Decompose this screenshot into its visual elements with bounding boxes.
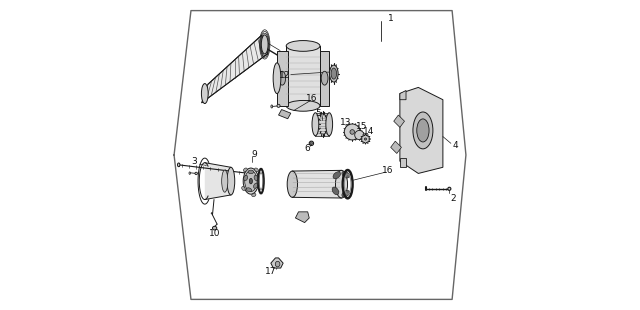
Ellipse shape bbox=[279, 71, 285, 85]
Polygon shape bbox=[400, 158, 406, 167]
Text: 2: 2 bbox=[451, 193, 456, 202]
Text: 6: 6 bbox=[305, 144, 310, 153]
Ellipse shape bbox=[250, 178, 252, 184]
Ellipse shape bbox=[277, 104, 280, 107]
Ellipse shape bbox=[177, 163, 180, 167]
Polygon shape bbox=[320, 51, 329, 106]
Ellipse shape bbox=[261, 35, 268, 54]
Text: 16: 16 bbox=[382, 166, 394, 175]
Ellipse shape bbox=[350, 130, 355, 134]
Ellipse shape bbox=[342, 190, 349, 197]
Ellipse shape bbox=[286, 41, 320, 51]
Ellipse shape bbox=[355, 131, 364, 140]
Ellipse shape bbox=[255, 168, 259, 172]
Ellipse shape bbox=[413, 112, 433, 149]
Ellipse shape bbox=[246, 188, 252, 192]
Text: 5: 5 bbox=[316, 109, 321, 118]
Ellipse shape bbox=[221, 170, 228, 192]
Text: 12: 12 bbox=[279, 71, 291, 80]
Polygon shape bbox=[277, 51, 288, 106]
Ellipse shape bbox=[227, 167, 235, 195]
Ellipse shape bbox=[243, 168, 247, 172]
Ellipse shape bbox=[331, 68, 337, 79]
Ellipse shape bbox=[364, 138, 367, 140]
Ellipse shape bbox=[244, 171, 257, 192]
Ellipse shape bbox=[253, 183, 258, 188]
Text: 10: 10 bbox=[209, 229, 221, 238]
Polygon shape bbox=[316, 113, 329, 136]
Polygon shape bbox=[360, 134, 371, 144]
Text: 13: 13 bbox=[340, 118, 351, 127]
Ellipse shape bbox=[344, 124, 360, 140]
Text: 15: 15 bbox=[356, 122, 367, 131]
Polygon shape bbox=[292, 170, 342, 198]
Ellipse shape bbox=[417, 119, 429, 142]
Ellipse shape bbox=[211, 213, 212, 214]
Ellipse shape bbox=[312, 113, 319, 136]
Ellipse shape bbox=[332, 187, 339, 195]
Ellipse shape bbox=[286, 100, 320, 111]
Polygon shape bbox=[278, 109, 291, 119]
Polygon shape bbox=[202, 35, 268, 103]
Ellipse shape bbox=[335, 170, 348, 198]
Ellipse shape bbox=[252, 193, 256, 197]
Text: 16: 16 bbox=[306, 94, 317, 103]
Ellipse shape bbox=[321, 71, 328, 85]
Ellipse shape bbox=[333, 172, 340, 179]
Polygon shape bbox=[286, 46, 320, 106]
Text: 3: 3 bbox=[192, 157, 198, 166]
Ellipse shape bbox=[448, 187, 451, 190]
Text: 1: 1 bbox=[388, 14, 394, 23]
Text: 17: 17 bbox=[264, 267, 276, 276]
Ellipse shape bbox=[254, 175, 258, 181]
Ellipse shape bbox=[330, 65, 338, 82]
Polygon shape bbox=[394, 115, 404, 127]
Polygon shape bbox=[400, 91, 406, 100]
Ellipse shape bbox=[287, 171, 298, 197]
Ellipse shape bbox=[202, 84, 208, 104]
Ellipse shape bbox=[212, 226, 217, 230]
Ellipse shape bbox=[248, 170, 253, 174]
Ellipse shape bbox=[342, 171, 349, 178]
Ellipse shape bbox=[242, 187, 245, 191]
Ellipse shape bbox=[243, 168, 259, 194]
Ellipse shape bbox=[244, 175, 248, 181]
Polygon shape bbox=[205, 163, 231, 200]
Ellipse shape bbox=[195, 172, 197, 175]
Polygon shape bbox=[296, 212, 309, 223]
Ellipse shape bbox=[273, 63, 281, 94]
Polygon shape bbox=[400, 87, 443, 173]
Polygon shape bbox=[271, 258, 283, 268]
Text: 4: 4 bbox=[452, 141, 458, 150]
Text: 9: 9 bbox=[251, 150, 257, 159]
Ellipse shape bbox=[275, 261, 280, 267]
Ellipse shape bbox=[271, 105, 273, 108]
Ellipse shape bbox=[189, 172, 191, 174]
Text: 14: 14 bbox=[363, 127, 374, 136]
Ellipse shape bbox=[326, 113, 333, 136]
Polygon shape bbox=[390, 141, 401, 153]
